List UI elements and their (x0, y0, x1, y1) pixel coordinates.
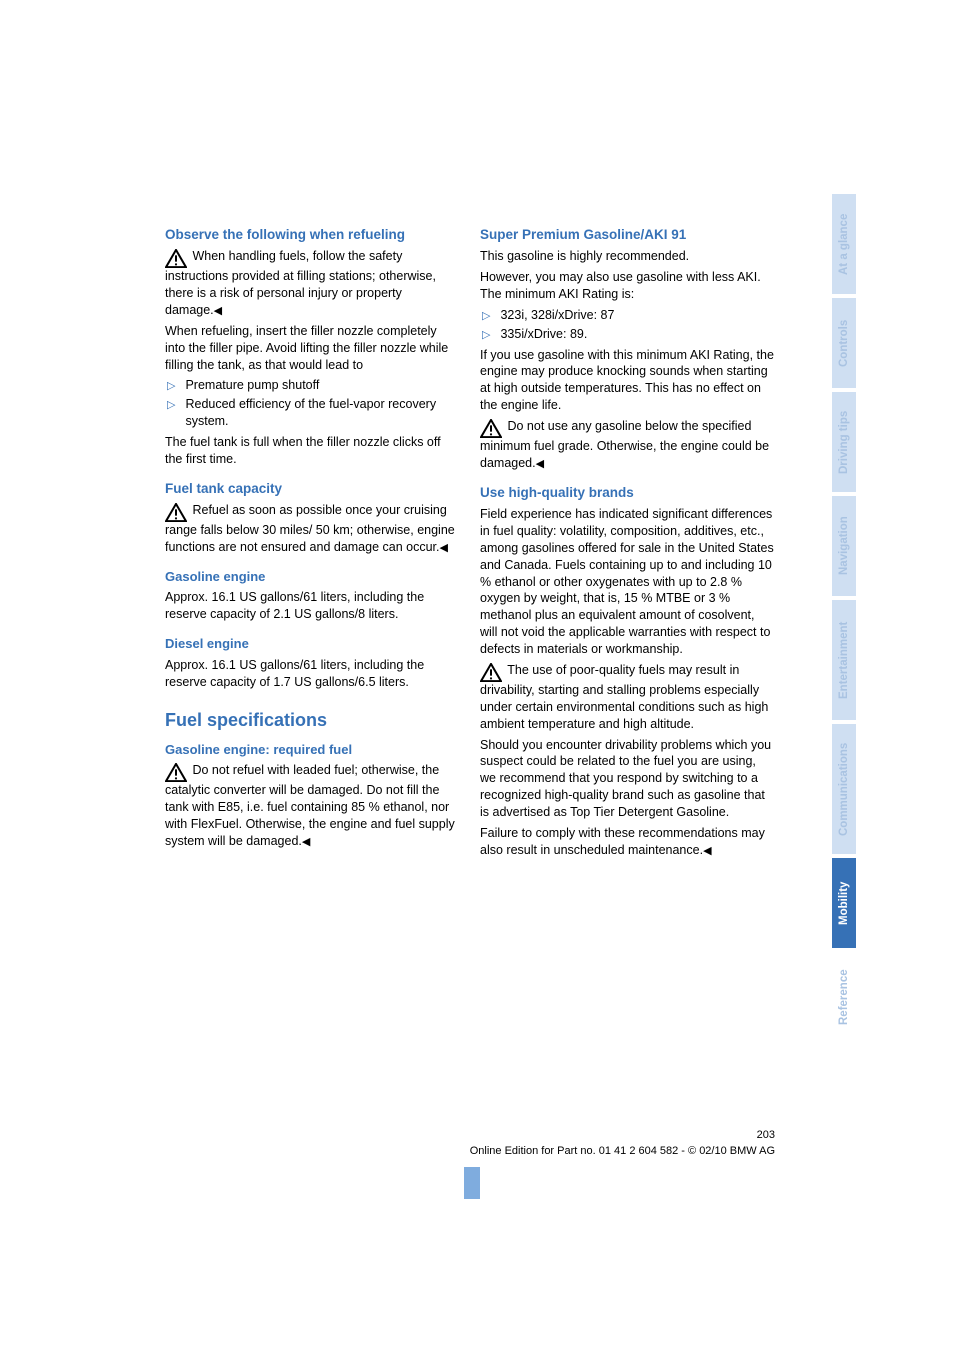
tab-mobility[interactable]: Mobility (832, 858, 856, 948)
warning-icon (165, 503, 187, 522)
warning-refueling: When handling fuels, follow the safety i… (165, 248, 460, 319)
para-diesel-capacity: Approx. 16.1 US gallons/61 liters, inclu… (165, 657, 460, 691)
bullet-text: 323i, 328i/xDrive: 87 (500, 307, 775, 324)
section-refueling: Observe the following when refueling Whe… (165, 226, 460, 468)
warning-leaded: Do not refuel with leaded fuel; otherwis… (165, 762, 460, 850)
heading-gasoline-engine: Gasoline engine (165, 568, 460, 586)
tab-controls[interactable]: Controls (832, 298, 856, 388)
bullet-icon: ▷ (167, 379, 175, 394)
right-column: Super Premium Gasoline/AKI 91 This gasol… (480, 226, 775, 871)
para-less-aki: However, you may also use gasoline with … (480, 269, 775, 303)
warning-icon (165, 249, 187, 268)
warning-text: When handling fuels, follow the safety i… (165, 249, 436, 317)
para-drivability: Should you encounter drivability problem… (480, 737, 775, 821)
warning-text: Refuel as soon as possible once your cru… (165, 503, 455, 554)
heading-refueling: Observe the following when refueling (165, 226, 460, 244)
tab-entertainment[interactable]: Entertainment (832, 600, 856, 720)
heading-fuel-specifications: Fuel specifications (165, 708, 460, 732)
warning-text: The use of poor-quality fuels may result… (480, 663, 768, 731)
para-recommended: This gasoline is highly recommended. (480, 248, 775, 265)
warning-poor-quality: The use of poor-quality fuels may result… (480, 662, 775, 733)
manual-page: Observe the following when refueling Whe… (0, 0, 954, 1350)
tab-at-a-glance[interactable]: At a glance (832, 194, 856, 294)
side-tabs: At a glance Controls Driving tips Naviga… (832, 194, 856, 1046)
heading-diesel-engine: Diesel engine (165, 635, 460, 653)
tab-navigation[interactable]: Navigation (832, 496, 856, 596)
para-gasoline-capacity: Approx. 16.1 US gallons/61 liters, inclu… (165, 589, 460, 623)
page-footer: 203 Online Edition for Part no. 01 41 2 … (165, 1128, 775, 1160)
bullet-item: ▷ Reduced efficiency of the fuel-vapor r… (165, 396, 460, 430)
bullet-item: ▷ 335i/xDrive: 89. (480, 326, 775, 343)
para-maintenance-text: Failure to comply with these recommendat… (480, 826, 765, 857)
tab-reference[interactable]: Reference (832, 952, 856, 1042)
section-diesel-engine: Diesel engine Approx. 16.1 US gallons/61… (165, 635, 460, 690)
heading-capacity: Fuel tank capacity (165, 480, 460, 498)
end-marker: ◀ (214, 305, 222, 317)
end-marker: ◀ (703, 845, 711, 857)
bullet-icon: ▷ (482, 309, 490, 324)
end-marker: ◀ (302, 836, 310, 848)
section-gasoline-engine: Gasoline engine Approx. 16.1 US gallons/… (165, 568, 460, 623)
end-marker: ◀ (536, 458, 544, 470)
bullet-icon: ▷ (482, 328, 490, 343)
section-super-premium: Super Premium Gasoline/AKI 91 This gasol… (480, 226, 775, 472)
bullet-text: Premature pump shutoff (185, 377, 460, 394)
para-field-experience: Field experience has indicated significa… (480, 506, 775, 658)
warning-icon (480, 663, 502, 682)
bullet-item: ▷ 323i, 328i/xDrive: 87 (480, 307, 775, 324)
heading-required-fuel: Gasoline engine: required fuel (165, 741, 460, 759)
para-knocking: If you use gasoline with this minimum AK… (480, 347, 775, 415)
bullet-text: Reduced efficiency of the fuel-vapor rec… (185, 396, 460, 430)
para-maintenance: Failure to comply with these recommendat… (480, 825, 775, 859)
content-columns: Observe the following when refueling Whe… (165, 226, 775, 871)
heading-super-premium: Super Premium Gasoline/AKI 91 (480, 226, 775, 244)
warning-text: Do not use any gasoline below the specif… (480, 419, 769, 470)
section-quality-brands: Use high-quality brands Field experience… (480, 484, 775, 859)
end-marker: ◀ (440, 542, 448, 554)
bullet-icon: ▷ (167, 398, 175, 413)
left-column: Observe the following when refueling Whe… (165, 226, 460, 871)
heading-quality-brands: Use high-quality brands (480, 484, 775, 502)
bullet-item: ▷ Premature pump shutoff (165, 377, 460, 394)
page-number: 203 (165, 1128, 775, 1144)
warning-capacity: Refuel as soon as possible once your cru… (165, 502, 460, 556)
section-fuel-spec: Fuel specifications Gasoline engine: req… (165, 708, 460, 849)
warning-icon (480, 419, 502, 438)
para-nozzle: When refueling, insert the filler nozzle… (165, 323, 460, 374)
para-full-tank: The fuel tank is full when the filler no… (165, 434, 460, 468)
bullet-text: 335i/xDrive: 89. (500, 326, 775, 343)
bottom-accent-bar (464, 1167, 480, 1199)
tab-driving-tips[interactable]: Driving tips (832, 392, 856, 492)
section-capacity: Fuel tank capacity Refuel as soon as pos… (165, 480, 460, 556)
tab-communications[interactable]: Communications (832, 724, 856, 854)
warning-min-grade: Do not use any gasoline below the specif… (480, 418, 775, 472)
warning-icon (165, 763, 187, 782)
footer-line: Online Edition for Part no. 01 41 2 604 … (165, 1144, 775, 1160)
